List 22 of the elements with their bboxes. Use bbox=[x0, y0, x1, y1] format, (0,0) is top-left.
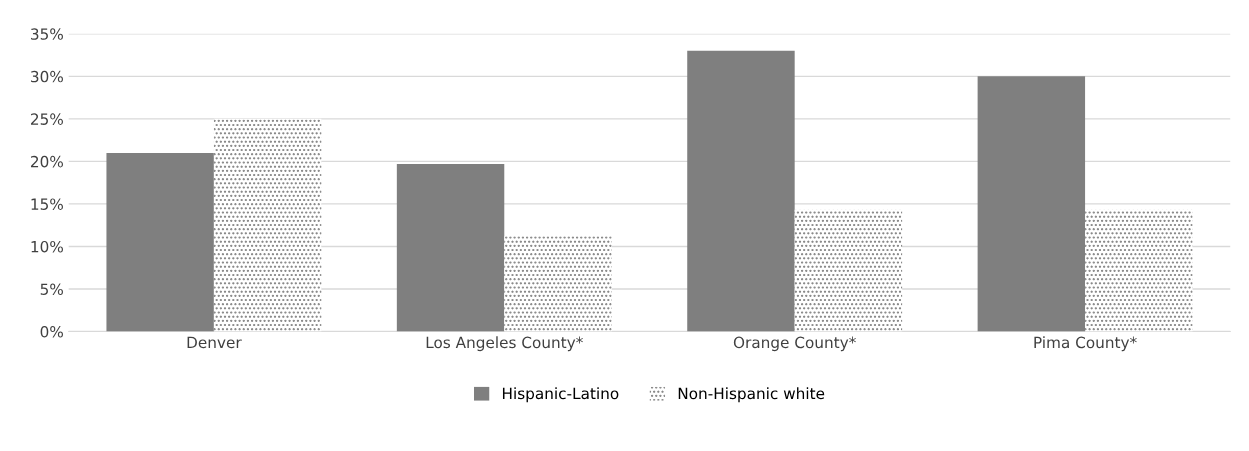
x-tick-label: Denver bbox=[187, 336, 242, 349]
y-tick-label: 10% bbox=[31, 240, 63, 253]
bar bbox=[794, 209, 903, 332]
bar bbox=[1085, 209, 1193, 332]
x-tick-label: Orange County* bbox=[733, 336, 856, 352]
bar bbox=[977, 76, 1086, 332]
y-tick-label: 0% bbox=[40, 325, 63, 338]
y-tick-label: 15% bbox=[31, 198, 63, 210]
y-tick-label: 35% bbox=[31, 28, 63, 40]
bar bbox=[396, 163, 505, 332]
legend-label: Hispanic-Latino bbox=[502, 387, 619, 403]
bar bbox=[687, 50, 795, 332]
bar bbox=[213, 118, 322, 332]
x-tick-label: Los Angeles County* bbox=[426, 336, 583, 352]
y-tick-label: 30% bbox=[31, 70, 63, 83]
y-tick-label: 25% bbox=[31, 113, 63, 125]
x-tick-label: Pima County* bbox=[1034, 336, 1137, 352]
y-tick-label: 20% bbox=[31, 155, 63, 168]
y-tick-label: 5% bbox=[40, 283, 63, 295]
legend-label: Non-Hispanic white bbox=[678, 387, 825, 403]
bar bbox=[106, 152, 214, 332]
bar bbox=[504, 236, 612, 332]
